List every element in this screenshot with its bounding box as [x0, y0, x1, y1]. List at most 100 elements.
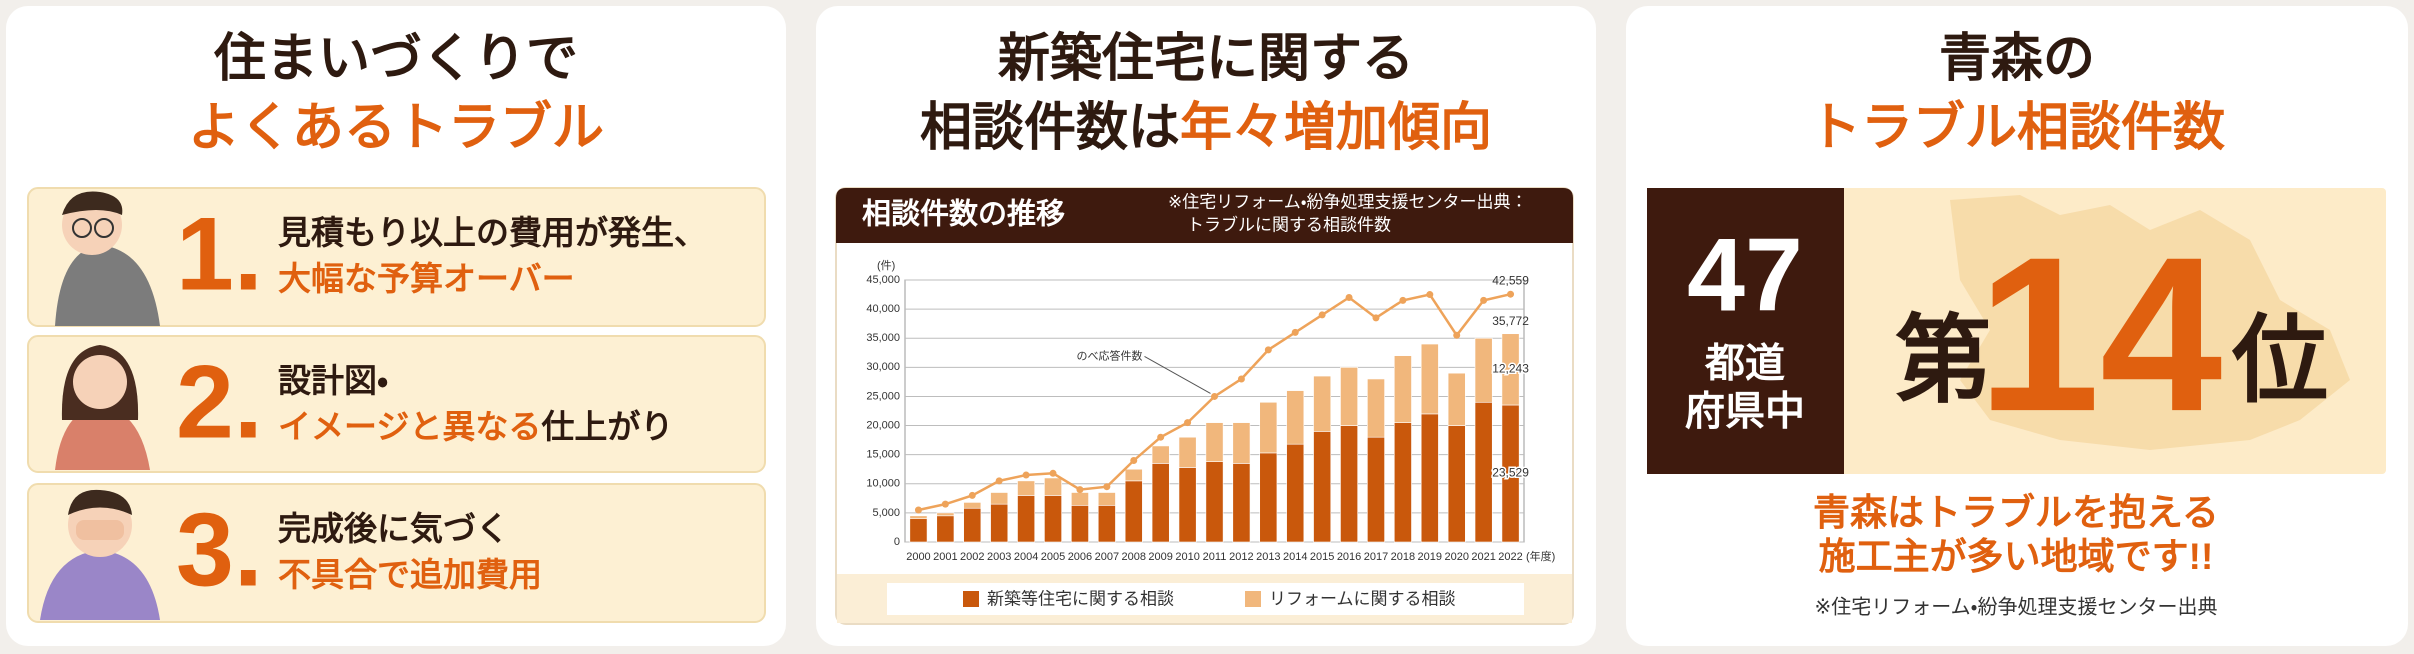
- item-text-segment: イメージと異なる: [278, 408, 541, 445]
- x-tick-label: 2021: [1471, 551, 1495, 563]
- panel-title: よくあるトラブル: [188, 98, 604, 157]
- bar-segment: [1097, 492, 1116, 506]
- rank-total-box: [1647, 188, 1844, 474]
- bar-segment: [1124, 480, 1143, 543]
- x-tick-label: 2013: [1256, 551, 1280, 563]
- x-tick-label: 2005: [1041, 551, 1065, 563]
- line-point: [995, 477, 1003, 485]
- bar-segment: [1501, 333, 1520, 406]
- line-point: [1076, 486, 1084, 494]
- value-label: 42,559: [1492, 273, 1529, 287]
- item-number: 2.: [176, 344, 263, 460]
- line-point: [1399, 296, 1407, 304]
- line-point: [1345, 293, 1353, 301]
- bar-segment: [1393, 422, 1412, 543]
- x-tick-label: 2008: [1122, 551, 1146, 563]
- panel-title-segment: よくあるトラブル: [188, 98, 604, 157]
- y-unit-label: (件): [877, 259, 895, 272]
- line-point: [1211, 392, 1218, 400]
- bar-segment: [1367, 378, 1385, 438]
- item-text-segment: 不具合で追加費用: [278, 556, 542, 593]
- message: 施工主が多い地域です!!: [1819, 536, 2214, 577]
- line-point: [968, 491, 976, 499]
- bar-segment: [1286, 390, 1305, 445]
- bar-segment: [1420, 413, 1439, 543]
- panel-title: 青森の: [1939, 30, 2095, 88]
- source-note: トラブルに関する相談件数: [1187, 214, 1391, 234]
- panel-title: トラブル相談件数: [1809, 98, 2225, 157]
- bar-segment: [936, 515, 955, 543]
- x-tick-label: 2000: [906, 551, 930, 563]
- line-point: [1318, 311, 1326, 319]
- bar-segment: [1420, 343, 1439, 415]
- bar-segment: [1232, 422, 1251, 464]
- value-label: 12,243: [1492, 362, 1529, 376]
- item-text: 設計図・: [278, 362, 388, 399]
- chart-title: 相談件数の推移: [862, 198, 1065, 231]
- bar-segment: [963, 507, 982, 543]
- bar-segment: [1178, 436, 1197, 468]
- y-tick-label: 10,000: [866, 478, 900, 490]
- item-text: 完成後に気づく: [278, 510, 509, 547]
- line-point: [1157, 433, 1165, 441]
- item-box: [27, 335, 766, 473]
- total-label: 35,772: [1492, 314, 1529, 328]
- x-tick-label: 2022: [1498, 551, 1522, 563]
- bar-segment: [990, 503, 1009, 543]
- panel-title-segment: 年々増加傾向: [1180, 99, 1492, 157]
- bar-segment: [1178, 467, 1197, 543]
- line-point: [1022, 471, 1030, 479]
- line-point: [1237, 375, 1245, 383]
- bar-segment: [1044, 477, 1062, 496]
- item-text-segment: 仕上がり: [541, 408, 673, 445]
- x-tick-label: 2019: [1418, 551, 1442, 563]
- x-tick-label: 2015: [1310, 551, 1334, 563]
- x-tick-label: 2007: [1095, 551, 1119, 563]
- message: 青森はトラブルを抱える: [1813, 491, 2219, 533]
- line-point: [1103, 483, 1111, 491]
- y-tick-label: 20,000: [866, 419, 900, 431]
- chart-header: [836, 188, 1573, 243]
- legend-swatch: [1245, 591, 1261, 607]
- x-tick-label: 2017: [1364, 551, 1388, 563]
- y-tick-label: 30,000: [866, 361, 900, 373]
- x-tick-label: 2012: [1229, 551, 1253, 563]
- line-point: [1264, 346, 1272, 354]
- line-point: [1480, 296, 1488, 304]
- item-text-segment: 設計図・: [278, 362, 388, 399]
- total-label: 府県中: [1685, 390, 1805, 434]
- bar-segment: [1393, 355, 1412, 423]
- x-tick-label: 2011: [1203, 551, 1227, 563]
- legend-label: リフォームに関する相談: [1269, 589, 1456, 608]
- y-tick-label: 5,000: [872, 507, 900, 519]
- item-number: 3.: [176, 492, 263, 608]
- y-tick-label: 40,000: [866, 303, 900, 315]
- panel-title: 新築住宅に関する: [998, 30, 1414, 88]
- bar-segment: [1367, 436, 1385, 543]
- item-box: [27, 187, 766, 327]
- panel-title: 住まいづくりで: [213, 30, 578, 88]
- bar-segment: [1232, 463, 1251, 543]
- bar-segment: [1340, 425, 1358, 543]
- y-tick-label: 35,000: [866, 332, 900, 344]
- bar-segment: [1151, 463, 1170, 543]
- panel-title: 相談件数は年々増加傾向: [920, 99, 1492, 157]
- item-text: 見積もり以上の費用が発生、: [278, 214, 707, 251]
- x-tick-label: 2009: [1148, 551, 1172, 563]
- bar-segment: [1124, 468, 1143, 482]
- total-count: 47: [1687, 217, 1803, 333]
- bar-segment: [1259, 401, 1278, 454]
- x-tick-label: 2004: [1014, 551, 1038, 563]
- bar-segment: [1313, 375, 1332, 432]
- bar-segment: [990, 492, 1009, 505]
- bar-segment: [1447, 425, 1466, 543]
- line-point: [1184, 419, 1192, 427]
- bar-segment: [1447, 372, 1466, 426]
- item-box: [27, 483, 766, 623]
- y-tick-label: 0: [894, 536, 900, 548]
- x-tick-label: 2014: [1283, 551, 1307, 563]
- person-illustration: [55, 191, 160, 326]
- line-point: [1291, 328, 1299, 336]
